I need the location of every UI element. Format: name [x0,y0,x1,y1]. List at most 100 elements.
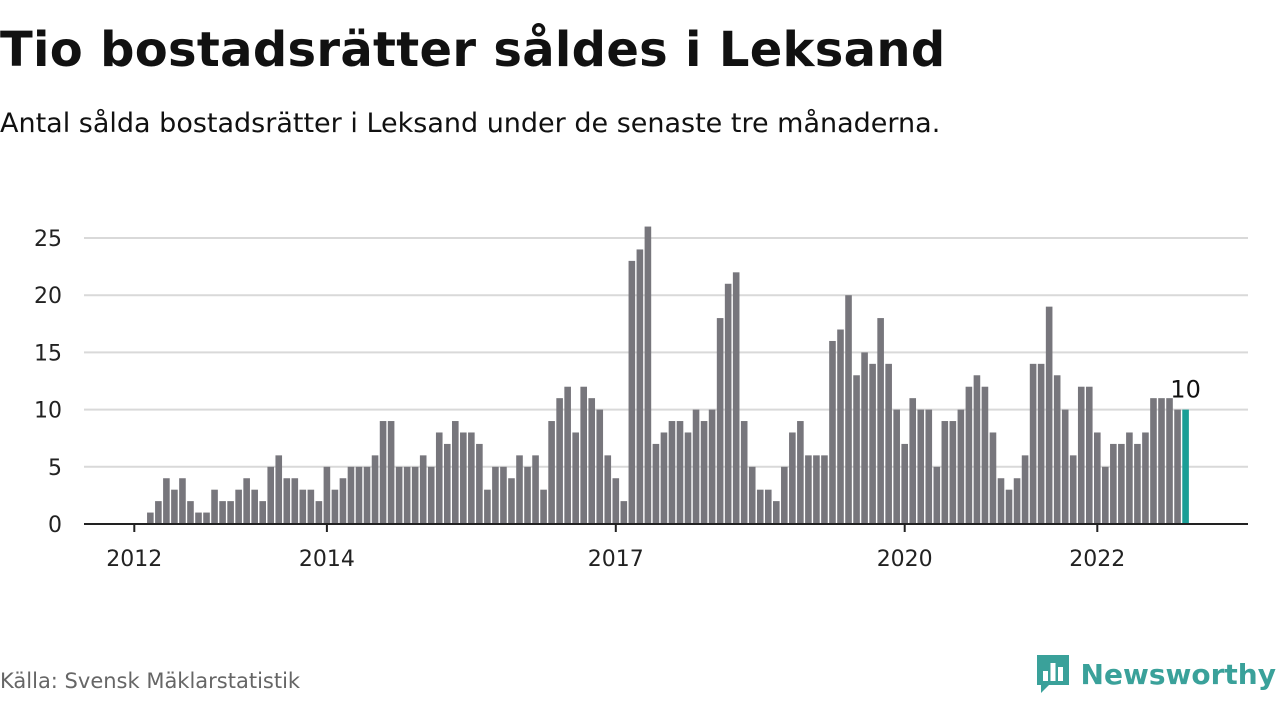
bar [419,455,427,524]
bar [307,489,315,524]
bar [211,489,218,524]
bar [171,489,178,524]
bar [925,409,933,524]
bar [789,432,796,524]
bar [155,501,162,524]
bar [1061,409,1069,524]
bar [243,478,250,524]
bar [427,466,435,524]
bar [829,340,836,524]
bar [299,489,307,524]
bar [1085,386,1093,524]
bar [395,466,403,524]
bar [1037,363,1045,524]
bar [724,283,732,524]
y-tick-label: 5 [48,456,62,481]
bar [1021,455,1029,524]
bar [997,478,1005,524]
bar [933,466,941,524]
bar [764,489,772,524]
bar [355,466,363,524]
bar [588,398,596,524]
last-value-label: 10 [1170,376,1201,404]
bar [283,478,291,524]
brand-logo: Newsworthy [1035,653,1276,695]
bar [1142,432,1149,524]
bar [684,432,692,524]
y-tick-label: 0 [48,513,62,538]
bar [275,455,283,524]
bar [580,386,587,524]
bar [837,329,844,524]
bar [989,432,997,524]
bar [1094,432,1101,524]
bar [251,489,258,524]
bar [604,455,612,524]
bar [379,421,387,524]
bar [748,466,756,524]
bar [636,249,644,524]
bar [901,443,908,524]
bar [508,478,515,524]
bar [1045,306,1053,524]
x-tick-label: 2022 [1069,547,1125,572]
bar [981,386,989,524]
bar [556,398,563,524]
bar [692,409,700,524]
bar [347,466,355,524]
chart-speech-bubble-icon [1036,655,1069,693]
chart-title: Tio bostadsrätter såldes i Leksand [0,22,946,78]
bar [1069,455,1077,524]
bar [452,421,459,524]
bar [1126,432,1133,524]
bar [797,421,804,524]
bar-chart: 0 5 10 15 20 25 2012 2014 2017 2020 2022 10 [34,226,1248,572]
bar [853,375,860,524]
bar [291,478,299,524]
bar [267,466,275,524]
y-tick-label: 25 [34,227,62,252]
brand-name: Newsworthy [1080,657,1276,691]
bar [644,226,652,524]
bar [492,466,499,524]
bar [548,421,555,524]
bar [564,386,571,524]
bar [435,432,443,524]
bar [524,466,531,524]
bar [411,466,419,524]
bar [732,272,740,524]
bar [331,489,339,524]
bar [540,489,547,524]
bar [179,478,186,524]
bar [893,409,900,524]
bar [1150,398,1157,524]
x-tick-label: 2017 [588,547,644,572]
bar [476,443,483,524]
bar [628,260,636,524]
bar [1102,466,1109,524]
bar [1005,489,1013,524]
bar [620,501,628,524]
bar [1134,443,1141,524]
bar [516,455,523,524]
bar [845,295,852,524]
bar [1158,398,1165,524]
bar [403,466,411,524]
bar [1110,443,1117,524]
bar [877,318,884,524]
bar [147,512,154,524]
y-tick-label: 10 [34,399,62,424]
bar [781,466,788,524]
bar [339,478,347,524]
bar [973,375,981,524]
x-tick-label: 2012 [106,547,162,572]
bar [716,318,724,524]
bar [235,489,242,524]
bar [813,455,820,524]
bar [572,432,579,524]
bar [652,443,660,524]
bar [861,352,868,524]
bar [227,501,234,524]
y-tick-label: 15 [34,341,62,366]
bar [957,409,965,524]
